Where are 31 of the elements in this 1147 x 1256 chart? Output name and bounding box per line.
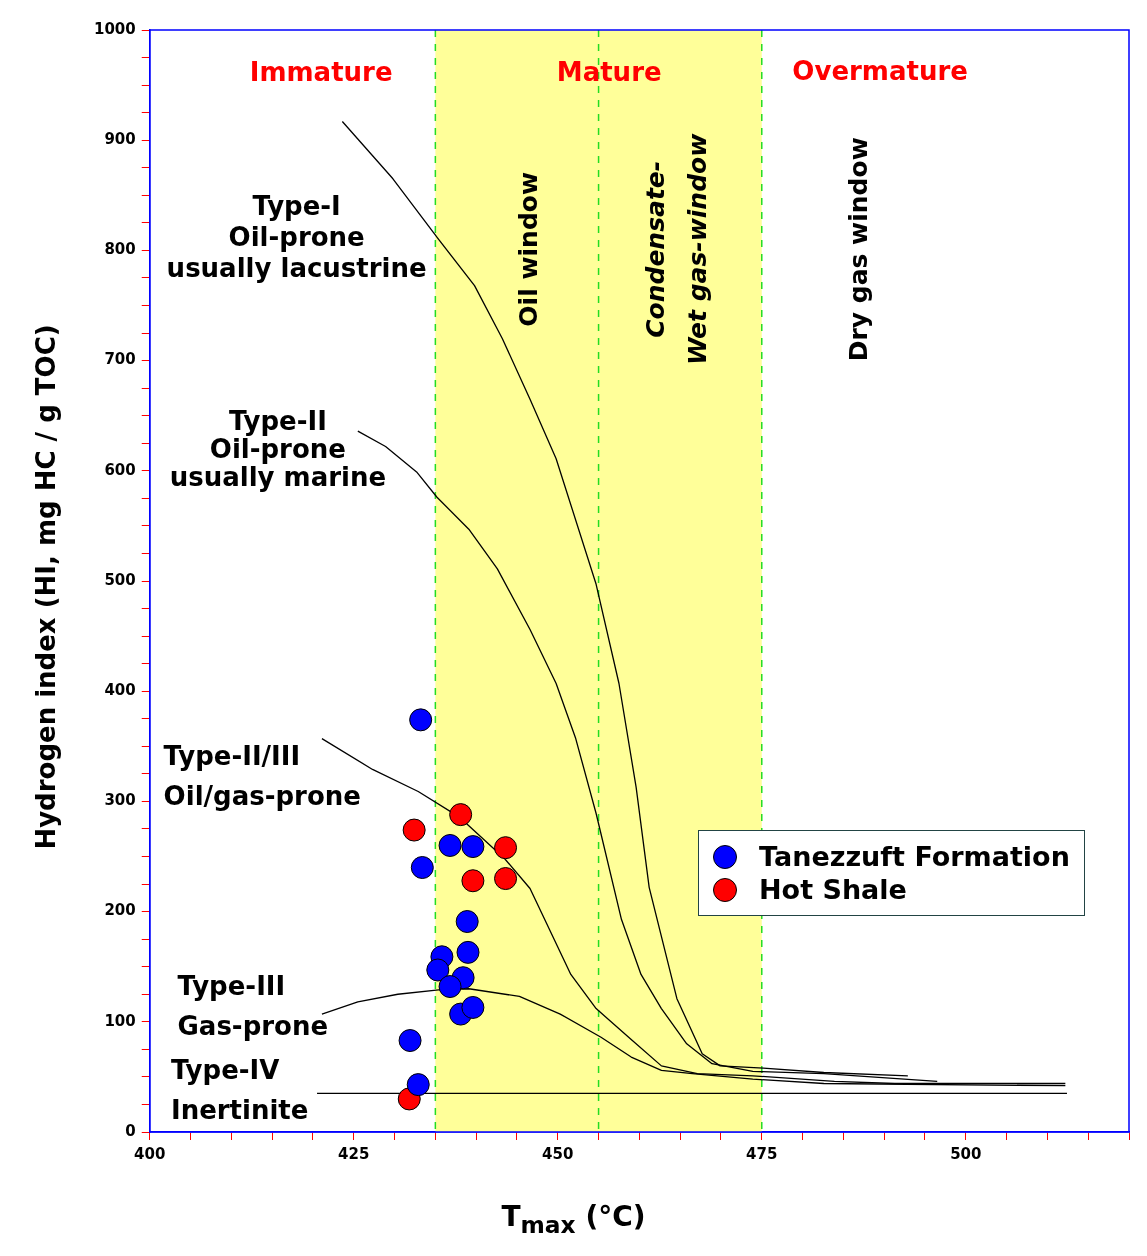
legend-label: Hot Shale (759, 874, 907, 905)
annotation: Type-III Gas-prone (177, 970, 329, 1041)
y-tick-label: 900 (104, 130, 136, 149)
annotation: Type-IV Inertinite (170, 1055, 309, 1126)
legend-label: Tanezzuft Formation (759, 841, 1070, 872)
x-tick-label: 475 (746, 1144, 778, 1163)
x-tick-label: 400 (134, 1144, 166, 1163)
y-tick-label: 800 (104, 240, 136, 259)
annotation: Type-II/III Oil/gas-prone (163, 741, 361, 812)
annotation: Type-I Oil-prone usually lacustrine (166, 191, 427, 284)
y-tick-label: 300 (104, 791, 136, 810)
y-tick-label: 1000 (94, 19, 136, 38)
y-tick-label: 100 (104, 1011, 136, 1030)
annotation: Overmature (792, 55, 968, 86)
y-tick-label: 700 (104, 350, 136, 369)
annotation: Oil window (513, 171, 543, 327)
y-tick-label: 400 (104, 681, 136, 700)
annotation: Condensate- Wet gas-window (641, 132, 713, 365)
y-tick-label: 0 (125, 1121, 136, 1140)
x-tick-label: 450 (542, 1144, 574, 1163)
x-tick-label: 425 (338, 1144, 370, 1163)
annotation: Immature (249, 56, 393, 87)
annotation: Dry gas window (844, 137, 874, 362)
annotation: Mature (556, 56, 662, 87)
y-axis-title: Hydrogen index (HI, mg HC / g TOC) (31, 324, 61, 850)
annotation: Type-II Oil-prone usually marine (169, 405, 387, 492)
y-tick-label: 200 (104, 901, 136, 920)
x-tick-label: 500 (950, 1144, 982, 1163)
y-tick-label: 600 (104, 460, 136, 479)
y-tick-label: 500 (104, 570, 136, 589)
x-axis-title: T$_{max}$ (°C) (500, 1200, 647, 1239)
